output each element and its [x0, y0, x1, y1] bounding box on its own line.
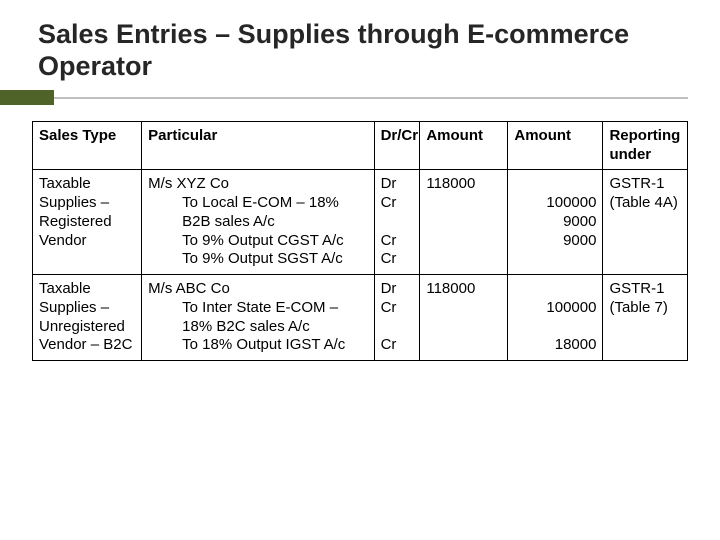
accent-divider [32, 97, 688, 99]
col-amount-1: Amount [420, 121, 508, 170]
cell-amount-2: 10000090009000 [508, 170, 603, 275]
table-header-row: Sales Type Particular Dr/Cr Amount Amoun… [33, 121, 688, 170]
cell-amount-1: 118000 [420, 170, 508, 275]
cell-amount-2: 100000 18000 [508, 275, 603, 361]
slide-container: Sales Entries – Supplies through E-comme… [0, 0, 720, 540]
particular-sub: To 18% Output IGST A/c [148, 336, 367, 355]
cell-sales-type: Taxable Supplies – Unregistered Vendor –… [33, 275, 142, 361]
table-body: Taxable Supplies – Registered VendorM/s … [33, 170, 688, 361]
cell-particular: M/s ABC CoTo Inter State E-COM – 18% B2C… [142, 275, 374, 361]
cell-reporting: GSTR-1 (Table 4A) [603, 170, 688, 275]
page-title: Sales Entries – Supplies through E-comme… [32, 18, 688, 83]
cell-sales-type: Taxable Supplies – Registered Vendor [33, 170, 142, 275]
col-amount-2: Amount [508, 121, 603, 170]
entries-table: Sales Type Particular Dr/Cr Amount Amoun… [32, 121, 688, 361]
table-row: Taxable Supplies – Unregistered Vendor –… [33, 275, 688, 361]
col-reporting: Reporting under [603, 121, 688, 170]
particular-main: M/s ABC Co [148, 280, 367, 299]
cell-reporting: GSTR-1 (Table 7) [603, 275, 688, 361]
particular-main: M/s XYZ Co [148, 175, 367, 194]
col-sales-type: Sales Type [33, 121, 142, 170]
col-particular: Particular [142, 121, 374, 170]
particular-sub: To Local E-COM – 18% B2B sales A/c [148, 194, 367, 232]
table-row: Taxable Supplies – Registered VendorM/s … [33, 170, 688, 275]
particular-sub: To Inter State E-COM – 18% B2C sales A/c [148, 299, 367, 337]
col-drcr: Dr/Cr [374, 121, 420, 170]
cell-drcr: DrCr Cr [374, 275, 420, 361]
cell-amount-1: 118000 [420, 275, 508, 361]
particular-sub: To 9% Output SGST A/c [148, 250, 367, 269]
particular-sub: To 9% Output CGST A/c [148, 232, 367, 251]
cell-particular: M/s XYZ CoTo Local E-COM – 18% B2B sales… [142, 170, 374, 275]
cell-drcr: DrCr CrCr [374, 170, 420, 275]
